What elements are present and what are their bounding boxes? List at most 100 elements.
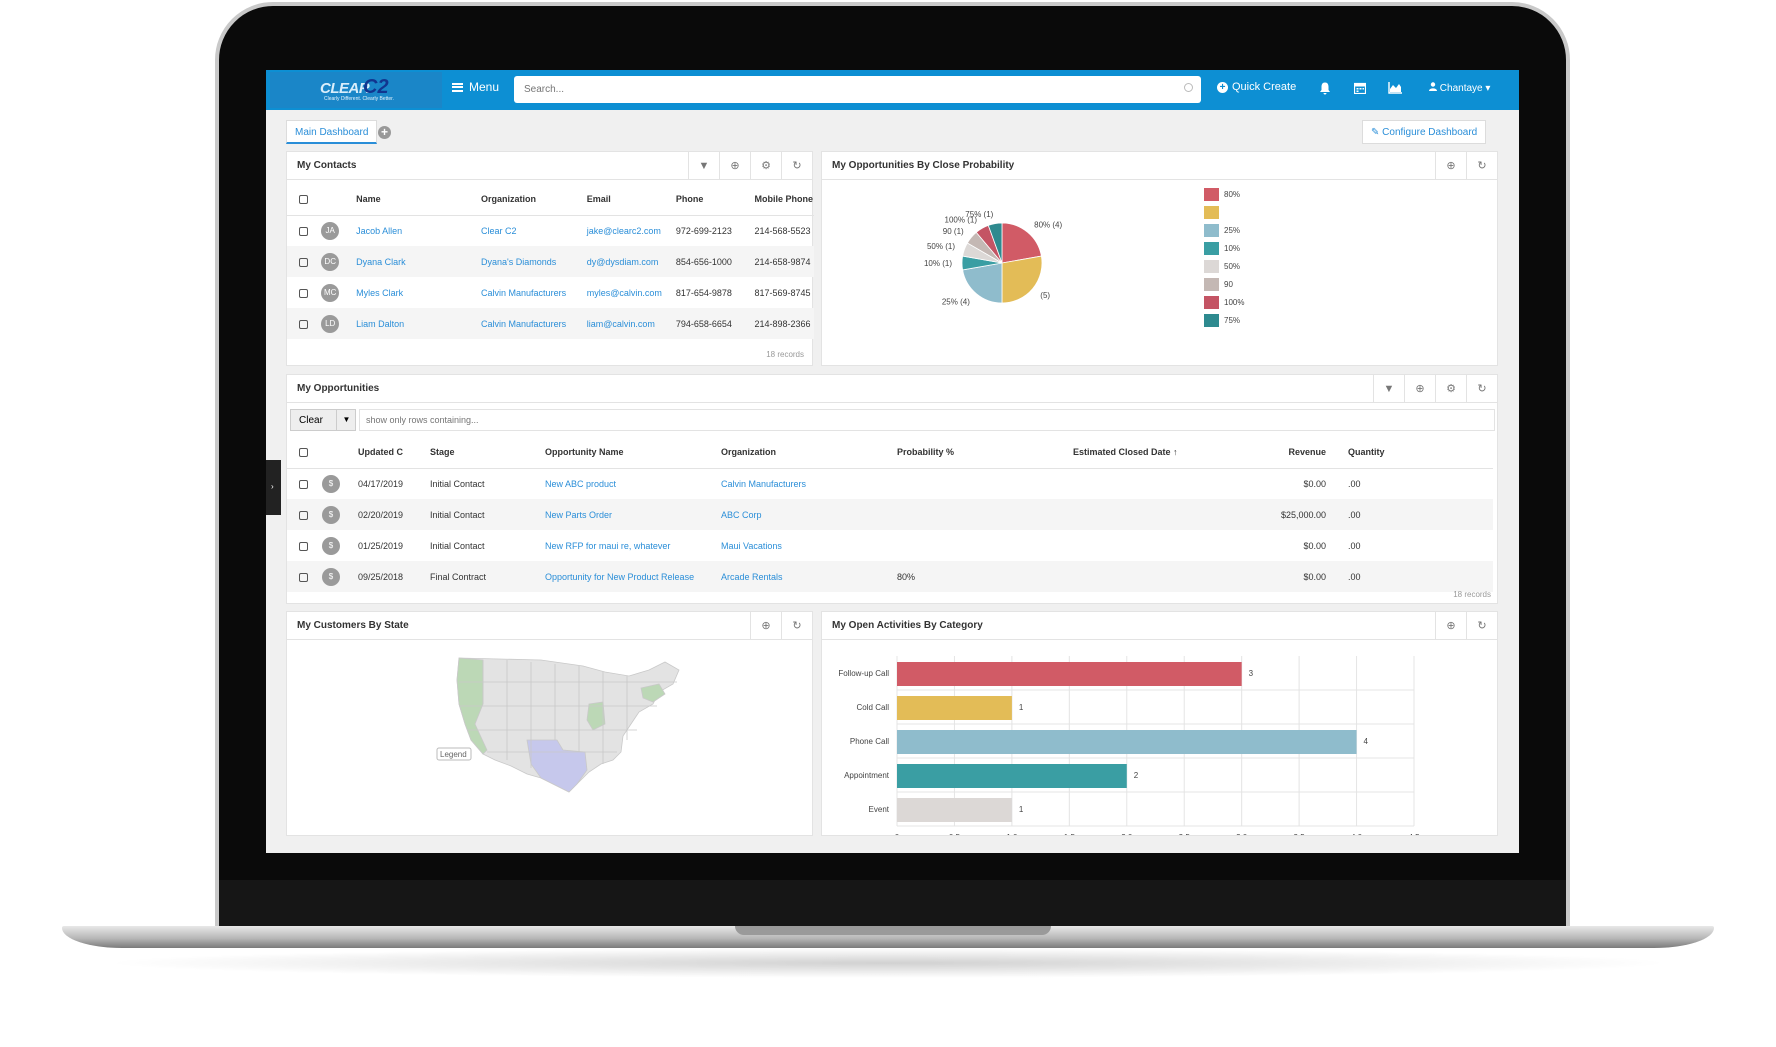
contact-name-link[interactable]: Liam Dalton (355, 308, 481, 339)
email-link[interactable]: liam@calvin.com (585, 308, 675, 339)
filter-input[interactable] (359, 409, 1495, 431)
bar[interactable] (897, 764, 1127, 788)
contact-name-link[interactable]: Jacob Allen (356, 225, 403, 236)
bar[interactable] (897, 798, 1012, 822)
table-row[interactable]: $ 01/25/2019 Initial Contact New RFP for… (287, 530, 1493, 561)
filter-icon[interactable]: ▼ (1373, 375, 1404, 403)
legend-item[interactable]: 75% (1204, 314, 1240, 327)
pie-slice[interactable] (1001, 222, 1042, 264)
pie-slice[interactable] (1001, 255, 1043, 304)
row-checkbox[interactable] (287, 499, 321, 530)
search-icon[interactable] (1184, 83, 1193, 92)
select-all-checkbox[interactable] (287, 184, 321, 216)
opportunity-link[interactable]: New ABC product (545, 478, 617, 489)
refresh-icon[interactable]: ↻ (1466, 375, 1497, 403)
pie-slice[interactable] (962, 262, 1003, 304)
cogs-icon[interactable]: ⚙ (1435, 375, 1466, 403)
legend-item[interactable]: 80% (1204, 188, 1240, 201)
legend-item[interactable]: 90 (1204, 278, 1233, 291)
row-checkbox[interactable] (287, 277, 320, 308)
add-icon[interactable]: ⊕ (719, 152, 750, 180)
filter-icon[interactable]: ▼ (688, 152, 719, 180)
email-link[interactable]: dy@dysdiam.com (585, 246, 675, 277)
map-state-highlight-northeast[interactable] (640, 683, 666, 703)
legend-item[interactable] (1204, 206, 1224, 219)
opportunity-link[interactable]: New RFP for maui re, whatever (545, 540, 671, 551)
opportunity-link[interactable]: Opportunity for New Product Release (544, 561, 720, 592)
legend-item[interactable]: 50% (1204, 260, 1240, 273)
col-organization[interactable]: Organization (720, 437, 896, 469)
map-legend-box[interactable] (436, 747, 472, 761)
col-updated[interactable]: Updated C (357, 437, 429, 469)
refresh-icon[interactable]: ↻ (1466, 612, 1497, 640)
bar[interactable] (897, 662, 1242, 686)
quick-create-button[interactable]: + Quick Create (1217, 81, 1296, 93)
col-opportunity-name[interactable]: Opportunity Name (544, 437, 720, 469)
user-menu[interactable]: Chantaye ▾ (1429, 82, 1490, 94)
row-checkbox[interactable] (287, 468, 321, 499)
bar[interactable] (897, 696, 1012, 720)
caret-down-icon[interactable]: ▼ (336, 410, 356, 430)
add-tab-icon[interactable]: + (378, 126, 391, 139)
calendar-icon[interactable] (1353, 82, 1367, 97)
logo[interactable]: CLEAR C2 Clearly Different. Clearly Bett… (270, 72, 442, 108)
contact-name-link[interactable]: Myles Clark (356, 287, 404, 298)
col-phone[interactable]: Phone (674, 184, 754, 216)
contact-name-link[interactable]: Dyana Clark (355, 246, 481, 277)
col-probability[interactable]: Probability % (896, 437, 1072, 469)
map-state-texas[interactable] (526, 739, 588, 793)
organization-link[interactable]: Arcade Rentals (720, 561, 896, 592)
add-icon[interactable]: ⊕ (1404, 375, 1435, 403)
legend-item[interactable]: 100% (1204, 296, 1244, 309)
add-icon[interactable]: ⊕ (1435, 152, 1466, 180)
select-all-checkbox[interactable] (287, 437, 321, 469)
row-checkbox[interactable] (287, 308, 321, 339)
pie-slice[interactable] (987, 222, 1003, 264)
table-row[interactable]: $ 09/25/2018 Final Contract Opportunity … (287, 561, 1493, 592)
map-legend-label[interactable]: Legend (440, 750, 467, 759)
configure-dashboard-button[interactable]: ✎ Configure Dashboard (1362, 120, 1487, 144)
table-row[interactable]: DC Dyana Clark Dyana's Diamonds dy@dysdi… (287, 246, 814, 277)
col-estimated-close[interactable]: Estimated Closed Date ↑ (1072, 437, 1252, 469)
email-link[interactable]: myles@calvin.com (586, 287, 662, 298)
organization-link[interactable]: Calvin Manufacturers (480, 308, 586, 339)
email-link[interactable]: jake@clearc2.com (586, 225, 661, 236)
clear-button[interactable]: Clear ▼ (290, 409, 356, 431)
table-row[interactable]: LD Liam Dalton Calvin Manufacturers liam… (287, 308, 814, 339)
col-email[interactable]: Email (585, 184, 675, 216)
col-mobile-phone[interactable]: Mobile Phone (753, 184, 814, 216)
table-row[interactable]: $ 04/17/2019 Initial Contact New ABC pro… (287, 468, 1493, 499)
col-stage[interactable]: Stage (429, 437, 544, 469)
row-checkbox[interactable] (287, 530, 321, 561)
organization-link[interactable]: ABC Corp (720, 499, 896, 530)
table-row[interactable]: JA Jacob Allen Clear C2 jake@clearc2.com… (287, 215, 814, 246)
bell-icon[interactable] (1319, 82, 1331, 98)
organization-link[interactable]: Calvin Manufacturers (481, 287, 567, 298)
menu-button[interactable]: Menu (452, 80, 499, 94)
add-icon[interactable]: ⊕ (750, 612, 781, 640)
table-row[interactable]: MC Myles Clark Calvin Manufacturers myle… (287, 277, 814, 308)
refresh-icon[interactable]: ↻ (1466, 152, 1497, 180)
opportunity-link[interactable]: New Parts Order (544, 499, 720, 530)
refresh-icon[interactable]: ↻ (781, 612, 812, 640)
area-chart-icon[interactable] (1388, 82, 1402, 97)
legend-item[interactable]: 25% (1204, 224, 1240, 237)
organization-link[interactable]: Dyana's Diamonds (480, 246, 586, 277)
organization-link[interactable]: Clear C2 (481, 225, 517, 236)
sidebar-toggle[interactable]: › (266, 460, 281, 515)
tab-main-dashboard[interactable]: Main Dashboard (286, 120, 378, 144)
map-state-highlight-east[interactable] (586, 701, 606, 731)
add-icon[interactable]: ⊕ (1435, 612, 1466, 640)
search-input[interactable] (514, 76, 1201, 103)
col-revenue[interactable]: Revenue (1252, 437, 1330, 469)
row-checkbox[interactable] (287, 246, 321, 277)
row-checkbox[interactable] (287, 561, 321, 592)
bar[interactable] (897, 730, 1357, 754)
legend-item[interactable]: 10% (1204, 242, 1240, 255)
refresh-icon[interactable]: ↻ (781, 152, 812, 180)
cogs-icon[interactable]: ⚙ (750, 152, 781, 180)
col-organization[interactable]: Organization (480, 184, 586, 216)
row-checkbox[interactable] (287, 215, 320, 246)
organization-link[interactable]: Calvin Manufacturers (721, 478, 807, 489)
table-row[interactable]: $ 02/20/2019 Initial Contact New Parts O… (287, 499, 1493, 530)
